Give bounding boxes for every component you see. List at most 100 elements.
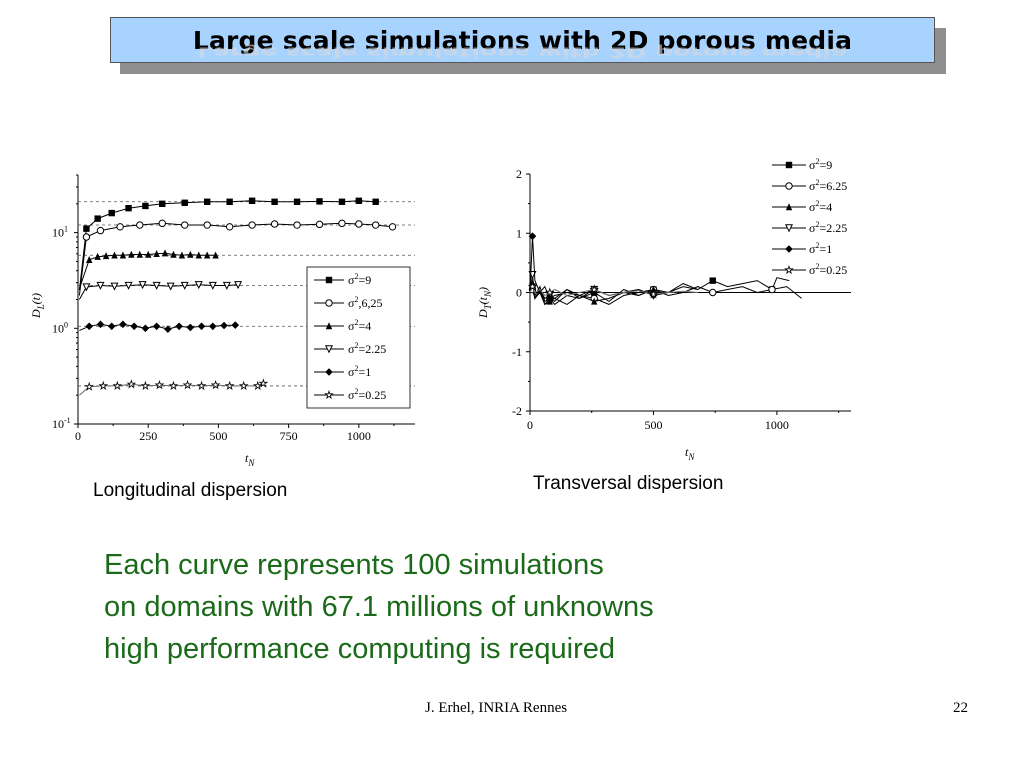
left-data-point bbox=[98, 380, 109, 391]
right-data-point bbox=[591, 297, 598, 305]
left-legend-label: σ2=0.25 bbox=[348, 387, 386, 402]
left-legend-marker bbox=[324, 345, 334, 354]
left-data-point bbox=[138, 281, 147, 290]
left-data-point bbox=[166, 282, 175, 291]
right-legend-label: σ2=6.25 bbox=[809, 178, 847, 193]
left-data-point bbox=[197, 322, 206, 331]
left-data-point bbox=[270, 220, 279, 228]
left-data-point bbox=[136, 221, 144, 229]
right-data-point bbox=[648, 289, 659, 299]
left-legend-marker bbox=[325, 322, 333, 330]
left-data-point bbox=[82, 233, 91, 241]
right-x-tick-label: 500 bbox=[644, 418, 662, 432]
left-data-point bbox=[222, 281, 231, 290]
left-data-point bbox=[315, 220, 324, 229]
right-legend-marker bbox=[785, 203, 793, 211]
left-data-point bbox=[355, 197, 363, 205]
left-data-point bbox=[170, 250, 177, 258]
left-data-point bbox=[226, 198, 233, 205]
left-data-point bbox=[96, 320, 105, 329]
left-data-point bbox=[187, 250, 194, 258]
left-data-point bbox=[110, 282, 119, 291]
left-data-point bbox=[136, 250, 143, 258]
right-legend-label: σ2=1 bbox=[809, 241, 832, 256]
left-data-point bbox=[116, 223, 124, 231]
right-y-tick-label: -2 bbox=[512, 404, 522, 418]
left-data-point bbox=[159, 200, 166, 208]
left-data-point bbox=[164, 325, 172, 333]
left-data-point bbox=[124, 281, 133, 290]
left-data-point bbox=[203, 221, 211, 229]
right-y-axis-label: DT(tN) bbox=[476, 287, 493, 319]
left-legend-marker bbox=[325, 299, 333, 307]
page-number: 22 bbox=[953, 700, 968, 716]
left-x-tick-label: 750 bbox=[280, 429, 298, 443]
left-data-point bbox=[220, 321, 228, 330]
left-data-point bbox=[181, 199, 188, 206]
left-data-point bbox=[85, 322, 94, 331]
left-data-point bbox=[96, 226, 105, 235]
left-legend-label: σ2=4 bbox=[348, 318, 371, 333]
left-data-point bbox=[94, 252, 101, 260]
left-data-point bbox=[208, 281, 217, 290]
right-legend-label: σ2=2.25 bbox=[809, 220, 847, 235]
left-data-point bbox=[194, 281, 203, 290]
left-data-point bbox=[145, 250, 152, 258]
left-data-point bbox=[293, 198, 301, 205]
right-x-axis-label: tN bbox=[685, 445, 695, 462]
left-y-tick-label: 101 bbox=[52, 225, 68, 240]
left-data-point bbox=[84, 381, 95, 391]
right-y-tick-label: 1 bbox=[516, 226, 522, 240]
left-data-point bbox=[158, 219, 166, 228]
left-data-point bbox=[195, 251, 202, 259]
right-data-point bbox=[544, 287, 555, 297]
right-data-point bbox=[589, 284, 600, 294]
left-data-point bbox=[209, 322, 217, 331]
left-data-point bbox=[178, 251, 186, 259]
left-data-point bbox=[203, 198, 211, 205]
left-data-point bbox=[125, 204, 132, 212]
left-data-point bbox=[152, 322, 161, 331]
left-x-tick-label: 0 bbox=[75, 429, 81, 443]
left-x-tick-label: 250 bbox=[139, 429, 157, 443]
left-data-point bbox=[94, 215, 101, 222]
left-data-point bbox=[248, 221, 256, 229]
left-legend-label: σ2=9 bbox=[348, 272, 371, 287]
left-data-point bbox=[210, 380, 221, 390]
left-data-point bbox=[126, 379, 137, 389]
left-data-point bbox=[316, 198, 323, 205]
left-x-axis-label: tN bbox=[245, 451, 255, 468]
left-data-point bbox=[111, 251, 118, 259]
left-data-point bbox=[119, 320, 127, 329]
caption-transversal: Transversal dispersion bbox=[533, 473, 724, 494]
left-data-point bbox=[140, 380, 151, 391]
left-data-point bbox=[142, 202, 149, 210]
right-x-tick-label: 1000 bbox=[765, 418, 789, 432]
right-data-point bbox=[709, 277, 716, 284]
left-data-point bbox=[196, 380, 207, 391]
left-data-point bbox=[161, 249, 169, 257]
left-data-point bbox=[108, 209, 115, 217]
left-data-point bbox=[372, 198, 379, 205]
right-legend-marker bbox=[785, 161, 793, 169]
body-text: Each curve represents 100 simulations on… bbox=[104, 544, 654, 670]
left-data-point bbox=[119, 251, 127, 259]
left-data-point bbox=[86, 255, 93, 263]
right-y-tick-label: -1 bbox=[512, 345, 522, 359]
left-legend-marker bbox=[325, 368, 333, 376]
right-legend-marker bbox=[785, 245, 793, 253]
left-data-point bbox=[128, 250, 135, 258]
left-data-point bbox=[141, 324, 150, 333]
right-data-point bbox=[528, 232, 537, 241]
left-data-point bbox=[130, 322, 138, 331]
right-legend-label: σ2=4 bbox=[809, 199, 832, 214]
left-data-point bbox=[338, 198, 346, 205]
left-data-point bbox=[212, 251, 219, 259]
left-data-point bbox=[154, 380, 165, 390]
caption-longitudinal: Longitudinal dispersion bbox=[93, 480, 288, 501]
body-line-3: high performance computing is required bbox=[104, 633, 615, 665]
left-data-point bbox=[102, 252, 110, 260]
left-legend-box bbox=[306, 266, 411, 409]
left-data-point bbox=[355, 220, 363, 228]
